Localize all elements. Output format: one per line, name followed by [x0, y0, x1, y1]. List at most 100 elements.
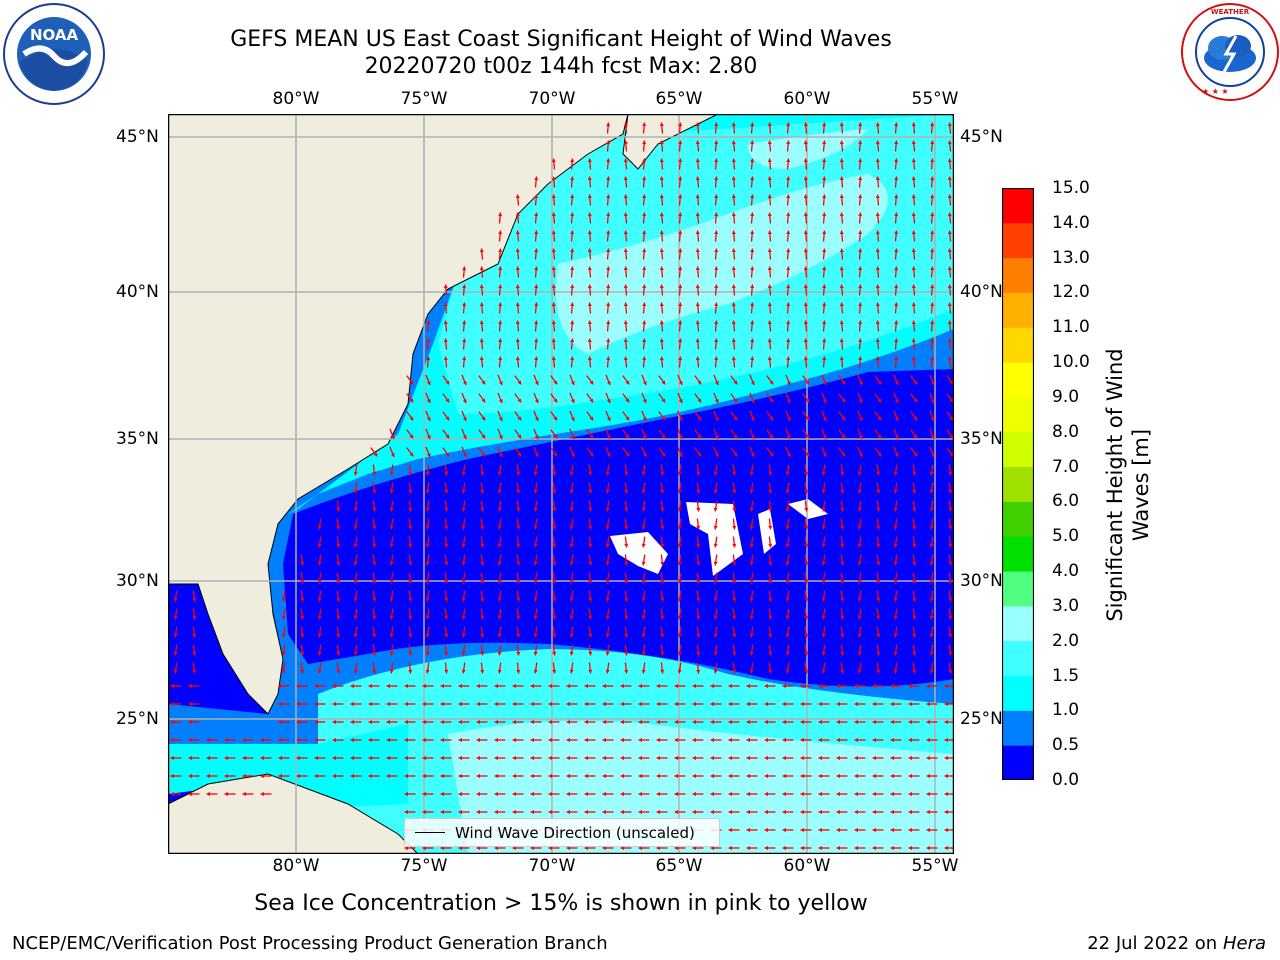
wind-arrow-head: [695, 284, 700, 289]
wind-arrow-head: [462, 266, 467, 271]
wind-arrow-head: [602, 791, 606, 797]
wind-arrow-head: [944, 827, 948, 833]
wind-arrow-head: [624, 489, 629, 494]
wind-arrow-head: [659, 176, 664, 181]
wind-arrow-head: [548, 755, 552, 761]
wind-arrow-head: [858, 453, 863, 458]
wind-arrow-head: [350, 755, 354, 761]
wind-arrow-head: [714, 176, 719, 181]
wind-arrow-head: [913, 416, 918, 421]
wind-arrow-head: [516, 579, 521, 584]
lon-label-bottom: 60°W: [783, 856, 831, 876]
wind-arrow-head: [875, 122, 880, 127]
wind-arrow-head: [764, 827, 768, 833]
wind-arrow-head: [353, 579, 358, 584]
wind-arrow-head: [353, 597, 358, 602]
wind-arrow-head: [533, 543, 538, 548]
wind-arrow-head: [841, 452, 846, 457]
wind-arrow-head: [444, 525, 449, 530]
wind-arrow-head: [839, 140, 844, 145]
wind-arrow-head: [461, 525, 466, 530]
wind-arrow-head: [188, 755, 192, 761]
wind-arrow-head: [785, 633, 790, 638]
ocean-band-2.0-3.0: [556, 174, 888, 354]
wind-arrow-head: [480, 633, 485, 638]
wind-arrow-head: [386, 755, 390, 761]
wind-arrow-head: [552, 669, 557, 674]
wind-arrow-head: [749, 525, 754, 530]
wind-arrow-head: [623, 230, 628, 235]
wind-arrow-head: [804, 525, 809, 530]
wind-arrow-head: [678, 248, 683, 253]
wind-arrow-head: [534, 320, 539, 325]
wind-arrow-head: [749, 579, 754, 584]
wind-arrow-head: [515, 284, 520, 289]
wind-arrow-head: [877, 380, 882, 385]
wind-arrow-head: [768, 669, 773, 674]
wind-arrow-head: [695, 194, 700, 199]
wind-arrow-head: [908, 683, 912, 689]
wind-arrow-head: [674, 773, 678, 779]
wind-arrow-head: [606, 230, 611, 235]
wind-arrow-head: [516, 471, 521, 476]
wind-arrow-head: [332, 683, 336, 689]
wind-arrow-head: [678, 417, 683, 422]
wind-arrow-head: [731, 284, 736, 289]
colorbar-cell: [1002, 605, 1034, 642]
wind-arrow-head: [458, 809, 462, 815]
wind-arrow-head: [624, 471, 629, 476]
wind-arrow-head: [805, 416, 810, 421]
wind-arrow-head: [782, 737, 786, 743]
wind-arrow-head: [462, 453, 467, 458]
wind-arrow-head: [875, 212, 880, 217]
wind-arrow-head: [389, 561, 394, 566]
wind-arrow-head: [697, 416, 702, 421]
wind-arrow-head: [749, 669, 754, 674]
wind-arrow-head: [697, 380, 702, 385]
wind-arrow-head: [749, 471, 754, 476]
wind-arrow-head: [602, 701, 606, 707]
wind-arrow-head: [606, 266, 611, 271]
wind-arrow-head: [479, 320, 484, 325]
wind-arrow-head: [314, 773, 318, 779]
wind-arrow-head: [512, 737, 516, 743]
wind-arrow-head: [515, 194, 520, 199]
wind-arrow-head: [587, 176, 592, 181]
wind-arrow-head: [786, 266, 791, 271]
wind-arrow-head: [458, 755, 462, 761]
wind-arrow-head: [497, 489, 502, 494]
wind-arrow-head: [692, 737, 696, 743]
wind-arrow-head: [857, 471, 862, 476]
wind-arrow-head: [912, 597, 917, 602]
wind-arrow-head: [498, 320, 503, 325]
wind-arrow-head: [731, 194, 736, 199]
wind-arrow-head: [822, 338, 827, 343]
wind-arrow-head: [944, 791, 948, 797]
wind-arrow-head: [656, 809, 660, 815]
wind-arrow-head: [409, 380, 414, 385]
wind-arrow-head: [876, 597, 881, 602]
wind-arrow-head: [480, 561, 485, 566]
wind-arrow-head: [839, 158, 844, 163]
wind-arrow-head: [281, 615, 286, 620]
wind-arrow-head: [461, 543, 466, 548]
wind-arrow-head: [296, 719, 300, 725]
wind-arrow-head: [929, 489, 934, 494]
wind-arrow-head: [480, 543, 485, 548]
wind-arrow-head: [516, 525, 521, 530]
wind-arrow-head: [553, 380, 558, 385]
wind-arrow-head: [638, 773, 642, 779]
wind-arrow-head: [929, 597, 934, 602]
wind-arrow-head: [948, 543, 953, 548]
wind-arrow-head: [480, 489, 485, 494]
wind-arrow-head: [551, 266, 556, 271]
wind-arrow-head: [714, 320, 719, 325]
wind-arrow-head: [840, 615, 845, 620]
wind-arrow-head: [569, 525, 574, 530]
wind-arrow-head: [728, 755, 732, 761]
wind-arrow-head: [553, 452, 558, 457]
wind-arrow-head: [350, 773, 354, 779]
wind-arrow-head: [516, 633, 521, 638]
wind-arrow-head: [170, 773, 174, 779]
wind-arrow-head: [836, 755, 840, 761]
